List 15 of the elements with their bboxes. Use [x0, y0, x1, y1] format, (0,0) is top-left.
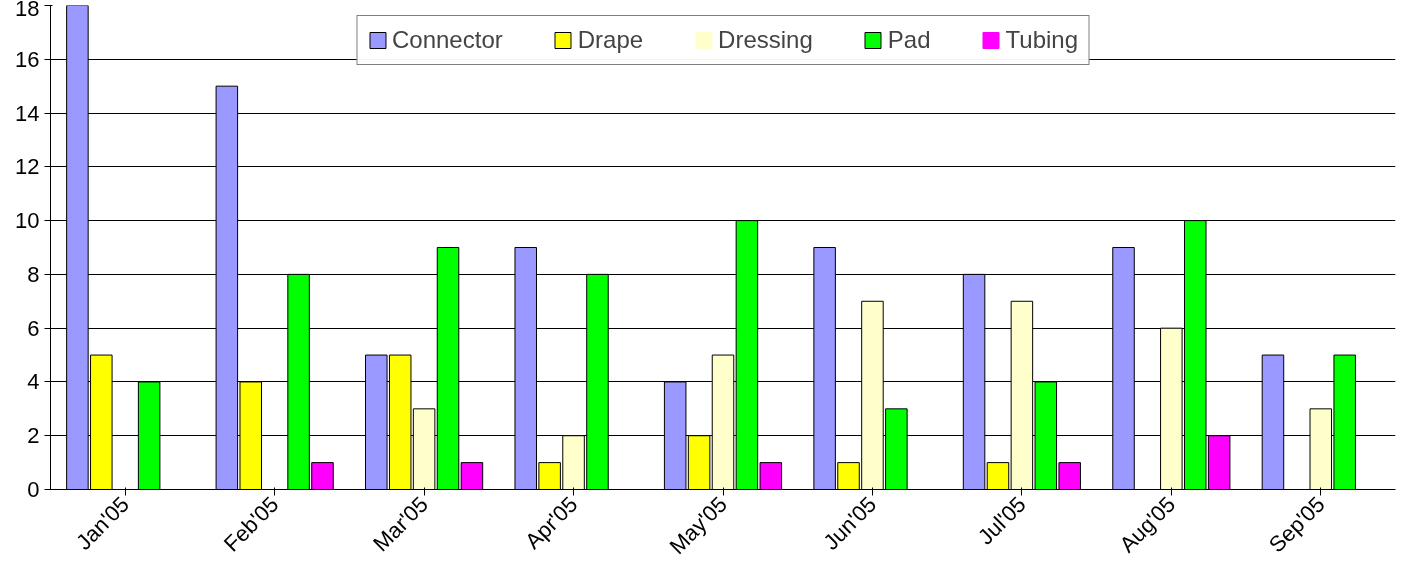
legend-label: Drape — [577, 26, 644, 54]
y-tick-label: 14 — [15, 100, 40, 126]
y-tick-label: 16 — [15, 46, 40, 72]
y-tick-label: 2 — [27, 423, 40, 449]
y-tick-label: 12 — [15, 154, 40, 180]
legend-label: Tubing — [1005, 26, 1079, 54]
y-tick-label: 0 — [27, 477, 40, 502]
y-tick-label: 4 — [27, 369, 40, 395]
legend-label: Pad — [887, 26, 931, 54]
y-tick-label: 10 — [15, 208, 40, 234]
y-tick-label: 18 — [15, 0, 40, 21]
y-tick-label: 6 — [27, 315, 40, 341]
legend-label: Connector — [391, 26, 503, 54]
legend-label: Dressing — [718, 26, 813, 54]
y-tick-label: 8 — [27, 261, 40, 287]
